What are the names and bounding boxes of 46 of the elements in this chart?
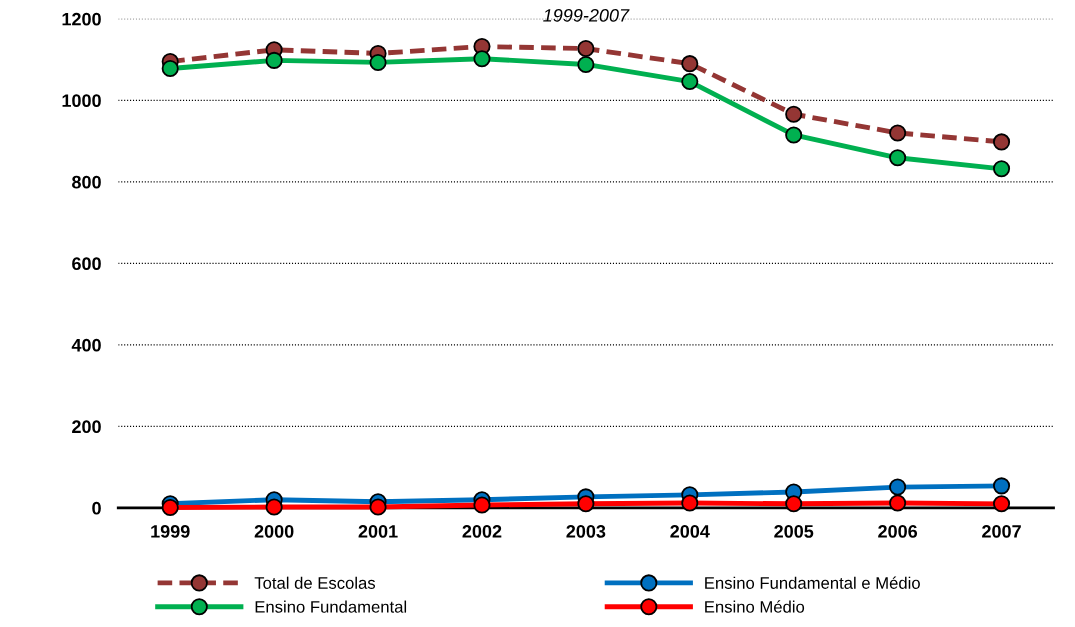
- legend-label: Total de Escolas: [254, 576, 376, 589]
- point: [992, 477, 1011, 495]
- point: [473, 496, 491, 514]
- point: [577, 495, 595, 513]
- y-tick-label: 0: [92, 501, 101, 515]
- point: [889, 124, 907, 142]
- x-tick-label: 2002: [462, 525, 502, 538]
- point: [473, 50, 491, 68]
- point: [681, 494, 699, 512]
- y-tick-label: 1200: [62, 12, 101, 26]
- point: [785, 105, 803, 123]
- legend-label: Ensino Fundamental e Médio: [705, 576, 920, 589]
- point: [889, 149, 907, 167]
- x-tick-label: 2007: [982, 525, 1021, 538]
- point: [577, 40, 595, 58]
- x-tick-label: 2004: [670, 525, 710, 538]
- y-tick-label: 600: [72, 257, 101, 271]
- x-tick-label: 2003: [566, 525, 606, 538]
- x-tick-label: 2006: [878, 525, 918, 538]
- y-tick-label: 800: [72, 175, 101, 189]
- x-tick-label: 2000: [254, 525, 294, 538]
- point: [785, 495, 803, 513]
- point: [992, 495, 1011, 513]
- y-tick-label: 1000: [62, 94, 101, 108]
- point: [889, 478, 907, 496]
- point: [992, 133, 1011, 151]
- point: [681, 73, 699, 91]
- x-tick-label: 1999: [151, 525, 190, 538]
- point: [785, 126, 803, 144]
- point: [161, 498, 179, 517]
- point: [889, 494, 907, 512]
- point: [369, 53, 387, 71]
- point: [577, 55, 595, 73]
- y-tick-label: 200: [72, 420, 101, 434]
- y-tick-label: 400: [71, 338, 101, 352]
- point: [681, 55, 699, 73]
- legend-label: Ensino Médio: [705, 600, 805, 613]
- chart-title: 1999-2007: [543, 8, 630, 22]
- x-tick-label: 2001: [358, 525, 398, 538]
- x-tick-label: 2005: [774, 525, 814, 538]
- point: [265, 498, 283, 516]
- point: [369, 498, 387, 516]
- point: [161, 59, 179, 78]
- point: [265, 51, 283, 69]
- point: [992, 160, 1011, 178]
- legend-label: Ensino Fundamental: [255, 600, 407, 613]
